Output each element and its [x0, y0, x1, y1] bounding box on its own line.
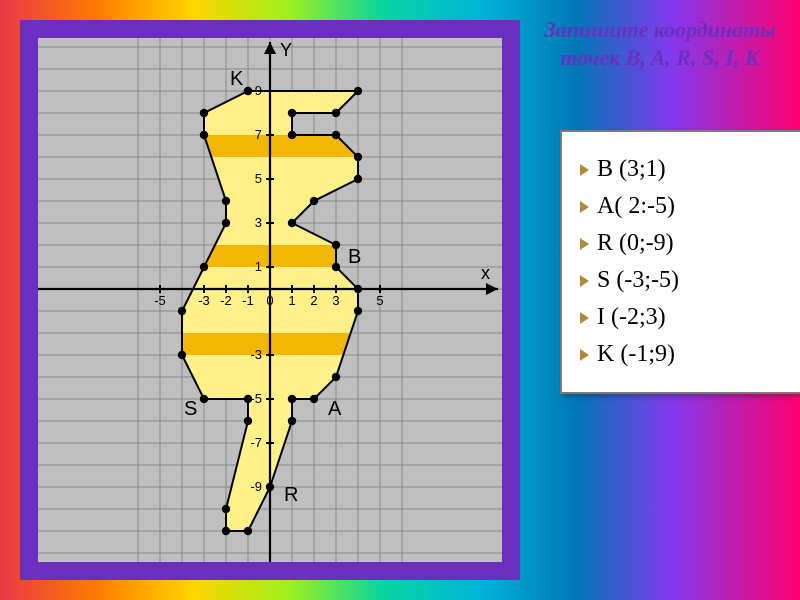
chart-grid-panel: -5-3-2-10123513579-3-5-7-9xYBARSK: [38, 38, 502, 562]
answer-text: R (0;-9): [597, 230, 674, 257]
svg-text:-9: -9: [250, 479, 262, 494]
svg-text:B: B: [348, 246, 361, 268]
svg-text:A: A: [328, 398, 342, 420]
answer-item: K (-1;9): [580, 341, 790, 368]
svg-text:3: 3: [332, 293, 339, 308]
svg-text:3: 3: [255, 215, 262, 230]
chart-frame: -5-3-2-10123513579-3-5-7-9xYBARSK: [20, 20, 520, 580]
bullet-arrow-icon: [580, 275, 589, 287]
bullet-arrow-icon: [580, 312, 589, 324]
svg-text:2: 2: [310, 293, 317, 308]
bullet-arrow-icon: [580, 201, 589, 213]
svg-text:-7: -7: [250, 435, 262, 450]
answer-text: A( 2:-5): [597, 193, 675, 220]
svg-text:K: K: [230, 68, 244, 90]
svg-text:R: R: [284, 484, 298, 506]
coordinate-plot: -5-3-2-10123513579-3-5-7-9xYBARSK: [38, 38, 502, 562]
svg-text:-5: -5: [250, 391, 262, 406]
svg-text:1: 1: [255, 259, 262, 274]
answer-text: B (3;1): [597, 156, 666, 183]
svg-text:Y: Y: [280, 40, 292, 60]
svg-text:-3: -3: [250, 347, 262, 362]
svg-text:9: 9: [255, 83, 262, 98]
answer-text: I (-2;3): [597, 304, 666, 331]
answer-text: K (-1;9): [597, 341, 675, 368]
svg-text:7: 7: [255, 127, 262, 142]
bullet-arrow-icon: [580, 164, 589, 176]
answer-item: I (-2;3): [580, 304, 790, 331]
task-title: Запишите координаты точек B, A, R, S, I,…: [530, 16, 790, 71]
answers-panel: B (3;1) A( 2:-5) R (0;-9) S (-3;-5) I (-…: [560, 130, 800, 394]
answer-item: A( 2:-5): [580, 193, 790, 220]
answer-text: S (-3;-5): [597, 267, 679, 294]
svg-text:-1: -1: [242, 293, 254, 308]
svg-text:-3: -3: [198, 293, 210, 308]
svg-text:0: 0: [266, 293, 273, 308]
answer-item: B (3;1): [580, 156, 790, 183]
svg-text:-5: -5: [154, 293, 166, 308]
svg-text:5: 5: [376, 293, 383, 308]
svg-text:5: 5: [255, 171, 262, 186]
bullet-arrow-icon: [580, 349, 589, 361]
bullet-arrow-icon: [580, 238, 589, 250]
answer-item: S (-3;-5): [580, 267, 790, 294]
svg-text:x: x: [481, 263, 490, 283]
svg-text:S: S: [184, 398, 197, 420]
svg-text:1: 1: [288, 293, 295, 308]
answer-item: R (0;-9): [580, 230, 790, 257]
svg-text:-2: -2: [220, 293, 232, 308]
